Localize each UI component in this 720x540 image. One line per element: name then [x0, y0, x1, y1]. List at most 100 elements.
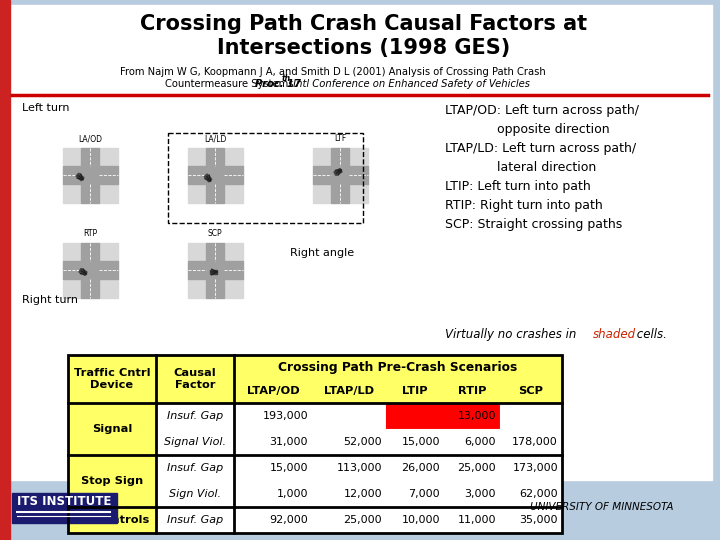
- Bar: [312, 481, 386, 507]
- Bar: [224, 279, 243, 298]
- Bar: [187, 184, 206, 202]
- Text: Crossing Path Pre-Crash Scenarios: Crossing Path Pre-Crash Scenarios: [279, 361, 518, 374]
- Text: LTIP: Left turn into path: LTIP: Left turn into path: [445, 180, 590, 193]
- Text: From Najm W G, Koopmann J A, and Smith D L (2001) Analysis of Crossing Path Cras: From Najm W G, Koopmann J A, and Smith D…: [120, 67, 546, 77]
- Bar: [312, 166, 367, 184]
- Text: 26,000: 26,000: [401, 463, 440, 473]
- Bar: [348, 184, 367, 202]
- Bar: [210, 270, 217, 274]
- Text: Right turn: Right turn: [22, 295, 78, 305]
- Bar: [156, 481, 234, 507]
- Text: 13,000: 13,000: [457, 411, 496, 421]
- Bar: [331, 147, 348, 202]
- Bar: [12, 493, 117, 523]
- Text: Causal
Factor: Causal Factor: [174, 368, 217, 390]
- Bar: [444, 481, 500, 507]
- Text: 113,000: 113,000: [336, 463, 382, 473]
- Bar: [63, 261, 117, 279]
- Text: lateral direction: lateral direction: [445, 161, 596, 174]
- Bar: [8, 5, 712, 480]
- Text: RTP: RTP: [83, 229, 97, 238]
- Bar: [68, 355, 156, 403]
- Bar: [156, 507, 234, 533]
- Bar: [81, 147, 99, 202]
- Text: opposite direction: opposite direction: [445, 123, 610, 136]
- Text: LTAP/LD: Left turn across path/: LTAP/LD: Left turn across path/: [445, 142, 636, 155]
- Text: 31,000: 31,000: [269, 437, 308, 447]
- Bar: [312, 455, 386, 481]
- Bar: [386, 429, 444, 455]
- Text: 15,000: 15,000: [269, 463, 308, 473]
- Bar: [500, 403, 562, 429]
- Bar: [63, 166, 117, 184]
- Text: UNIVERSITY OF MINNESOTA: UNIVERSITY OF MINNESOTA: [530, 502, 673, 512]
- Text: cells.: cells.: [633, 328, 667, 341]
- Bar: [156, 403, 234, 429]
- Bar: [234, 403, 312, 429]
- Text: Signal Viol.: Signal Viol.: [164, 437, 226, 447]
- Bar: [312, 429, 386, 455]
- Bar: [63, 242, 81, 261]
- Text: 92,000: 92,000: [269, 515, 308, 525]
- Bar: [79, 268, 87, 275]
- Bar: [68, 455, 156, 507]
- Bar: [444, 507, 500, 533]
- Bar: [444, 403, 500, 429]
- Text: Intl Conference on Enhanced Safety of Vehicles: Intl Conference on Enhanced Safety of Ve…: [290, 79, 530, 89]
- Bar: [444, 429, 500, 455]
- Text: 25,000: 25,000: [457, 463, 496, 473]
- Text: SCP: SCP: [207, 229, 222, 238]
- Bar: [444, 455, 500, 481]
- Text: Right angle: Right angle: [290, 248, 354, 258]
- Bar: [63, 184, 81, 202]
- Text: No Controls: No Controls: [74, 515, 150, 525]
- Text: 1,000: 1,000: [276, 489, 308, 499]
- Bar: [500, 507, 562, 533]
- Bar: [234, 429, 312, 455]
- Text: 15,000: 15,000: [402, 437, 440, 447]
- Text: LTAP/LD: LTAP/LD: [324, 386, 374, 396]
- Bar: [444, 379, 500, 403]
- Bar: [99, 242, 117, 261]
- Text: 25,000: 25,000: [343, 515, 382, 525]
- Text: 52,000: 52,000: [343, 437, 382, 447]
- Bar: [224, 242, 243, 261]
- Bar: [234, 481, 312, 507]
- Text: 3,000: 3,000: [464, 489, 496, 499]
- Bar: [68, 355, 562, 533]
- Text: Intersections (1998 GES): Intersections (1998 GES): [217, 38, 510, 58]
- Text: 6,000: 6,000: [464, 437, 496, 447]
- Text: SCP: Straight crossing paths: SCP: Straight crossing paths: [445, 218, 622, 231]
- Text: shaded: shaded: [593, 328, 636, 341]
- Bar: [63, 279, 81, 298]
- Text: LTAP/OD: LTAP/OD: [247, 386, 300, 396]
- Bar: [386, 481, 444, 507]
- Bar: [234, 455, 312, 481]
- Text: RTIP: RTIP: [458, 386, 486, 396]
- Bar: [312, 147, 331, 166]
- Bar: [386, 379, 444, 403]
- Bar: [206, 242, 224, 298]
- Bar: [156, 455, 234, 481]
- Bar: [386, 507, 444, 533]
- Text: Insuf. Gap: Insuf. Gap: [167, 411, 223, 421]
- Bar: [63, 147, 81, 166]
- Bar: [76, 173, 84, 181]
- Bar: [224, 147, 243, 166]
- Bar: [187, 147, 206, 166]
- Bar: [500, 455, 562, 481]
- Bar: [386, 455, 444, 481]
- Bar: [81, 242, 99, 298]
- Bar: [500, 481, 562, 507]
- Bar: [168, 133, 363, 223]
- Bar: [0, 0, 10, 540]
- Text: Traffic Cntrl
Device: Traffic Cntrl Device: [73, 368, 150, 390]
- Bar: [99, 147, 117, 166]
- Bar: [348, 147, 367, 166]
- Text: 178,000: 178,000: [512, 437, 558, 447]
- Text: th: th: [282, 74, 291, 83]
- Text: Sign Viol.: Sign Viol.: [169, 489, 221, 499]
- Bar: [334, 168, 342, 176]
- Bar: [156, 355, 234, 403]
- Text: Insuf. Gap: Insuf. Gap: [167, 515, 223, 525]
